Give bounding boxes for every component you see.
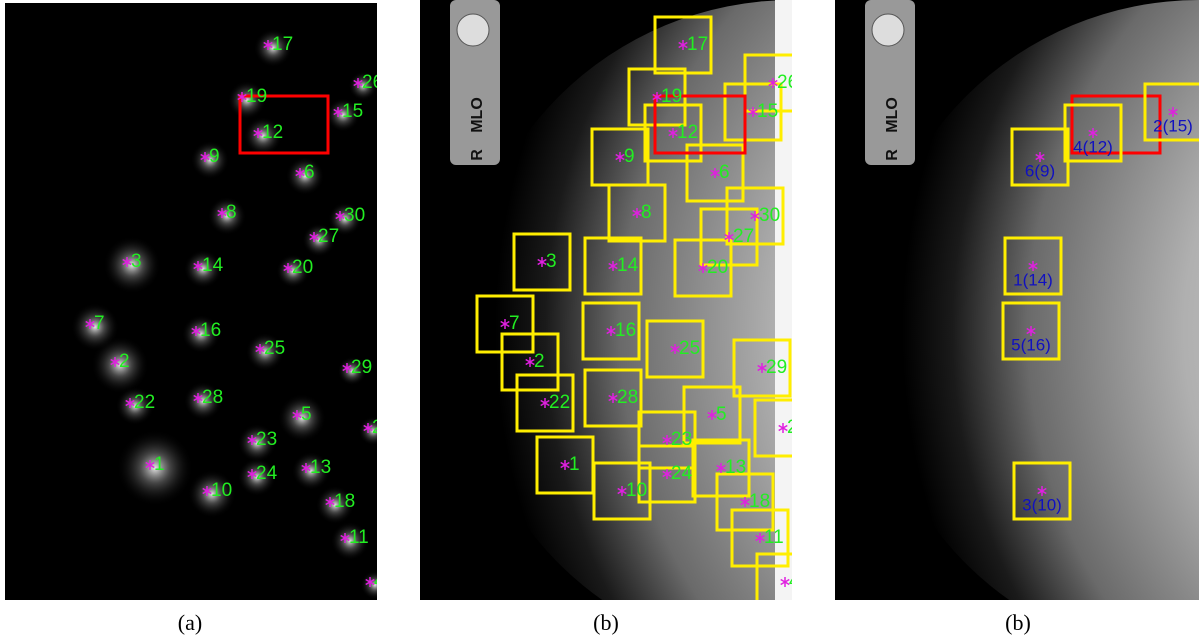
point-label: 25 <box>679 338 700 359</box>
detection-label: 4(12) <box>1073 137 1113 156</box>
point-label: 22 <box>549 392 570 413</box>
point-label: 10 <box>211 480 232 501</box>
caption: (b) <box>593 610 619 635</box>
point-label: 6 <box>719 162 730 183</box>
point-label: 23 <box>671 429 692 450</box>
point-label: 8 <box>641 202 652 223</box>
point-label: 26 <box>777 72 798 93</box>
point-label: 1 <box>154 454 165 475</box>
point-label: 12 <box>262 122 283 143</box>
point-label: 3 <box>546 251 557 272</box>
point-label: 3 <box>131 251 142 272</box>
marker-ring <box>872 14 904 46</box>
point-label: 30 <box>344 205 365 226</box>
point-label: 7 <box>94 313 105 334</box>
point-label: 27 <box>733 226 754 247</box>
point-label: 13 <box>725 457 746 478</box>
point-label: 9 <box>209 146 220 167</box>
point-label: 25 <box>264 338 285 359</box>
point-label: 18 <box>334 491 355 512</box>
point-label: 19 <box>246 86 267 107</box>
point-label: 20 <box>707 257 728 278</box>
detection-label: 5(16) <box>1011 335 1051 354</box>
point-label: 10 <box>626 480 647 501</box>
point-label: 16 <box>615 320 636 341</box>
detection-label: 2(15) <box>1153 116 1193 135</box>
point-label: 7 <box>509 313 520 334</box>
caption: (b) <box>1005 610 1031 635</box>
point-label: 28 <box>617 387 638 408</box>
point-label: 19 <box>661 86 682 107</box>
point-label: 29 <box>766 357 787 378</box>
point-label: 27 <box>318 226 339 247</box>
point-label: 15 <box>342 101 363 122</box>
point-label: 8 <box>226 202 237 223</box>
marker-ring <box>457 14 489 46</box>
detection-label: 1(14) <box>1013 270 1053 289</box>
detection-label: 3(10) <box>1022 495 1062 514</box>
point-label: 14 <box>202 255 224 276</box>
point-label: 1 <box>569 454 580 475</box>
point-label: 26 <box>362 72 383 93</box>
tag-view: MLO <box>469 97 486 133</box>
figure: 1234567891011121314151617181920212223242… <box>0 0 1199 642</box>
point-label: 20 <box>292 257 313 278</box>
point-label: 9 <box>624 146 635 167</box>
point-label: 17 <box>272 34 293 55</box>
point-label: 29 <box>351 357 372 378</box>
point-label: 16 <box>200 320 221 341</box>
point-label: 18 <box>749 491 770 512</box>
point-label: 4 <box>374 571 385 592</box>
point-label: 11 <box>349 527 369 548</box>
tag-side: R <box>469 149 486 161</box>
caption: (a) <box>178 610 202 635</box>
point-label: 12 <box>677 122 698 143</box>
point-label: 21 <box>787 417 808 438</box>
point-label: 5 <box>301 404 312 425</box>
point-label: 6 <box>304 162 315 183</box>
point-label: 28 <box>202 387 223 408</box>
point-label: 13 <box>310 457 331 478</box>
point-label: 24 <box>256 463 278 484</box>
point-label: 15 <box>757 101 778 122</box>
point-label: 2 <box>534 351 545 372</box>
point-label: 23 <box>256 429 277 450</box>
tag-side: R <box>884 149 901 161</box>
point-label: 22 <box>134 392 155 413</box>
point-label: 5 <box>716 404 727 425</box>
tag-view: MLO <box>884 97 901 133</box>
point-label: 30 <box>759 205 780 226</box>
panel-c: 6(9) 4(12) 2(15) 1(14) 5(16) 3(10) <box>835 0 1199 642</box>
point-label: 2 <box>119 351 130 372</box>
detection-label: 6(9) <box>1025 161 1055 180</box>
point-label: 17 <box>687 34 708 55</box>
point-label: 11 <box>764 527 784 548</box>
point-label: 4 <box>789 571 800 592</box>
point-label: 24 <box>671 463 693 484</box>
point-label: 21 <box>372 417 393 438</box>
point-label: 14 <box>617 255 639 276</box>
